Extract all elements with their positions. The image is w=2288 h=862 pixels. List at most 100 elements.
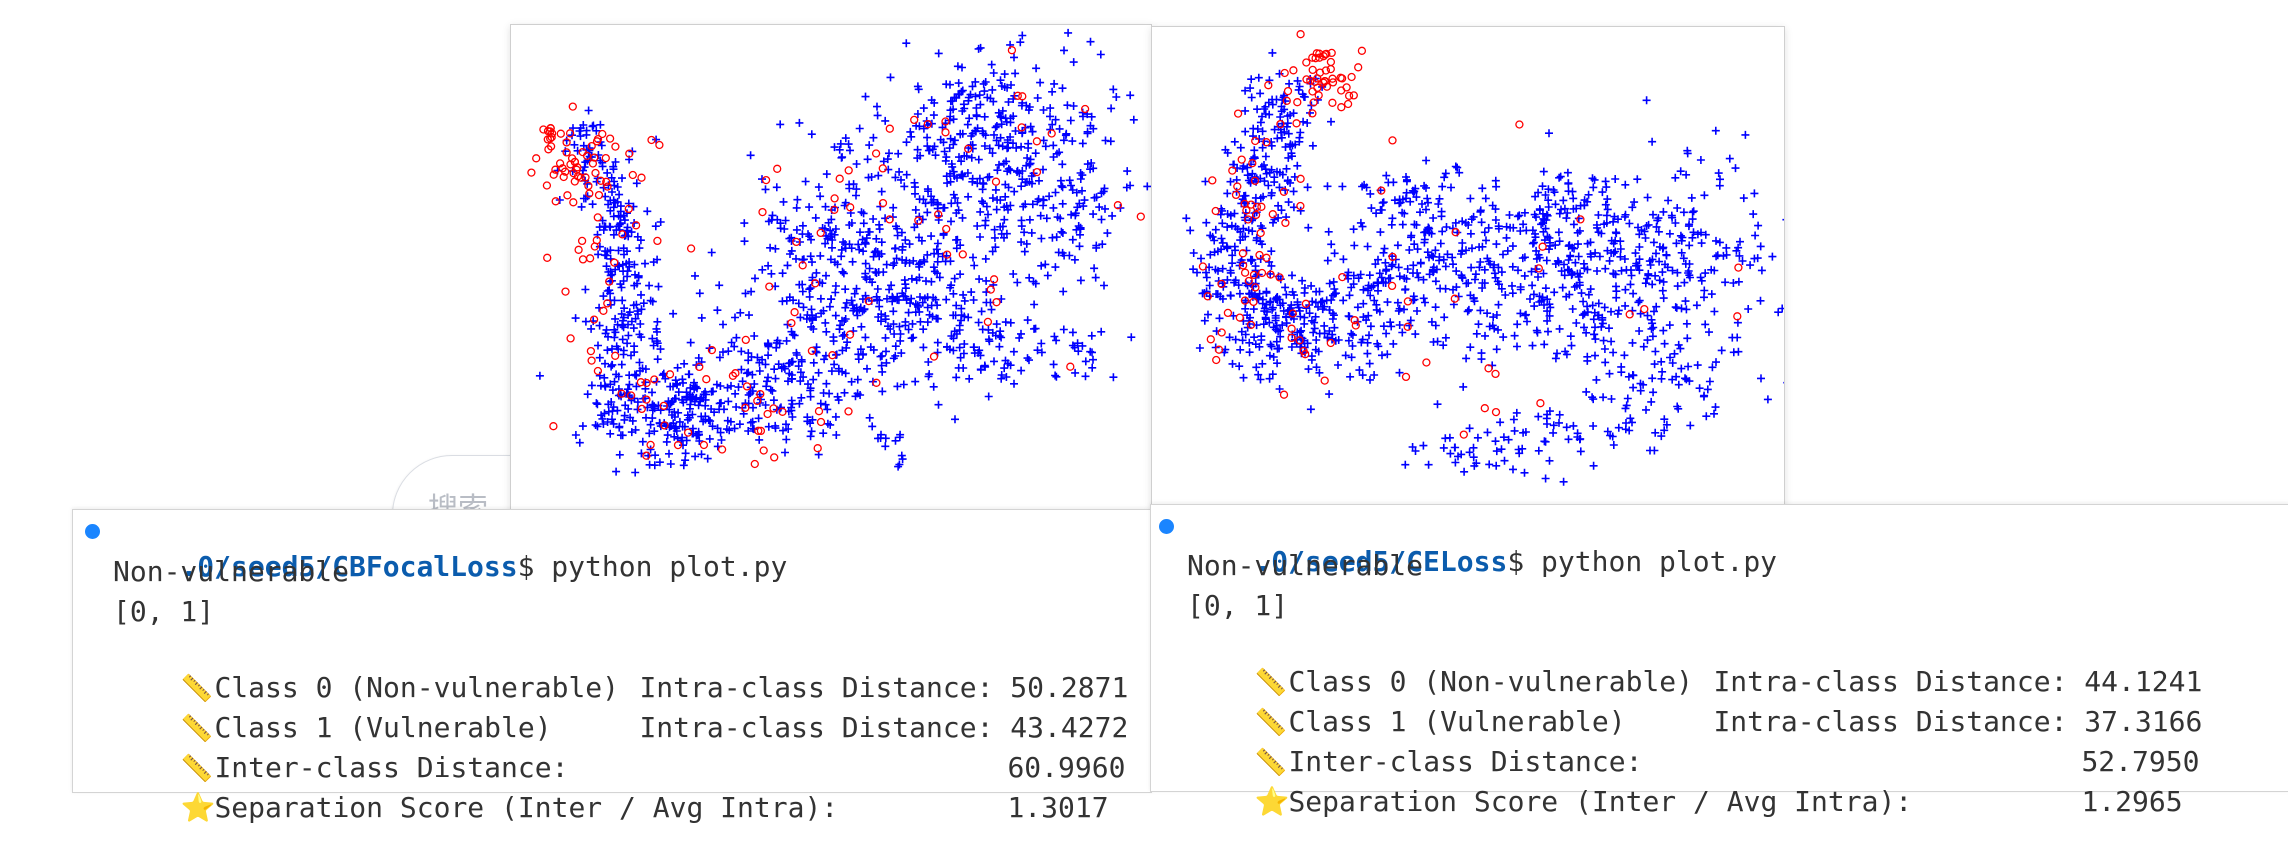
vulnerable-circle-marker — [628, 170, 637, 180]
vulnerable-circle-marker — [1328, 98, 1337, 107]
vulnerable-circle-marker — [1246, 200, 1256, 209]
vulnerable-circle-marker — [773, 164, 782, 173]
non-vulnerable-points — [535, 28, 1151, 477]
non-vulnerable-plus-markers — [535, 28, 1151, 477]
vulnerable-circle-marker — [637, 404, 646, 414]
scatter-plot-window-cbfocalloss — [510, 24, 1152, 516]
vulnerable-circle-marker — [572, 165, 581, 174]
vulnerable-circle-marker — [750, 459, 759, 469]
vulnerable-circle-marker — [1066, 362, 1075, 371]
inter-value: 52.7950 — [2081, 745, 2200, 778]
vulnerable-circle-marker — [1377, 186, 1386, 195]
vulnerable-circle-marker — [1228, 166, 1237, 175]
vulnerable-circle-marker — [1344, 91, 1354, 100]
vulnerable-circle-marker — [625, 149, 634, 158]
vulnerable-circle-marker — [1388, 252, 1397, 262]
vulnerable-circle-marker — [1387, 281, 1397, 291]
non-vulnerable-points — [1182, 48, 1784, 486]
vulnerable-circle-marker — [683, 428, 693, 437]
scatter-plot-window-celoss — [1151, 26, 1785, 508]
output-inter-row: 📏Inter-class Distance: 52.7950 — [1187, 708, 2199, 817]
vulnerable-circle-marker — [646, 440, 655, 450]
output-inter-row: 📏Inter-class Distance: 60.9960 — [113, 714, 1125, 823]
vulnerable-circle-marker — [587, 356, 596, 365]
vulnerable-circle-marker — [923, 120, 932, 129]
vulnerable-circle-marker — [1238, 261, 1248, 270]
vulnerable-circle-marker — [756, 389, 765, 399]
vulnerable-circle-marker — [570, 177, 579, 186]
vulnerable-circle-marker — [761, 175, 771, 185]
output-label-list: [0, 1] — [113, 595, 215, 628]
vulnerable-circle-marker — [778, 407, 787, 416]
vulnerable-circle-marker — [546, 134, 555, 143]
vulnerable-circle-marker — [532, 154, 541, 163]
vulnerable-circle-marker — [1276, 119, 1285, 129]
vulnerable-circle-marker — [878, 198, 888, 208]
vulnerable-circle-marker — [989, 275, 999, 284]
vulnerable-circle-marker — [790, 308, 799, 317]
vulnerable-circle-marker — [527, 168, 536, 177]
vulnerable-circle-marker — [555, 159, 565, 168]
vulnerable-circle-marker — [547, 129, 557, 138]
vulnerable-circle-marker — [659, 401, 668, 411]
vulnerable-circle-marker — [830, 194, 839, 203]
vulnerable-circle-marker — [1208, 176, 1217, 185]
vulnerable-circle-marker — [1240, 268, 1250, 277]
vulnerable-circle-marker — [1282, 96, 1291, 105]
vulnerable-circle-marker — [1320, 76, 1330, 86]
vulnerable-circle-marker — [741, 403, 750, 412]
vulnerable-circle-marker — [707, 345, 717, 355]
star-icon: ⭐ — [1254, 785, 1290, 818]
ruler-icon: 📏 — [1254, 748, 1287, 778]
vulnerable-circle-marker — [594, 190, 604, 200]
vulnerable-circle-marker — [1235, 313, 1244, 322]
vulnerable-circle-marker — [1013, 91, 1022, 100]
vulnerable-circle-marker — [1302, 75, 1311, 84]
separation-label: Separation Score (Inter / Avg Intra): — [214, 791, 839, 824]
vulnerable-circle-marker — [559, 172, 568, 182]
vulnerable-circle-marker — [1308, 65, 1317, 75]
separation-label: Separation Score (Inter / Avg Intra): — [1288, 785, 1913, 818]
vulnerable-circle-marker — [1257, 202, 1266, 211]
vulnerable-circle-marker — [731, 369, 740, 378]
vulnerable-circle-marker — [742, 382, 752, 391]
vulnerable-circle-marker — [991, 177, 1001, 186]
class0-metric: Intra-class Distance: 44.1241 — [1713, 665, 2203, 698]
vulnerable-circle-marker — [562, 148, 571, 157]
vulnerable-circle-marker — [942, 224, 951, 234]
vulnerable-circle-marker — [1576, 215, 1585, 224]
vulnerable-circle-marker — [1314, 91, 1323, 100]
output-label-list: [0, 1] — [1187, 589, 1289, 622]
vulnerable-circle-marker — [1401, 372, 1411, 382]
vulnerable-circle-marker — [864, 296, 873, 306]
vulnerable-circle-marker — [1287, 333, 1296, 343]
vulnerable-circle-marker — [914, 216, 923, 225]
vulnerable-circle-marker — [1321, 66, 1331, 75]
vulnerable-circle-marker — [1214, 345, 1224, 354]
class1-metric: Intra-class Distance: 37.3166 — [1713, 705, 2203, 738]
vulnerable-circle-marker — [1536, 399, 1545, 408]
vulnerable-circle-marker — [1279, 187, 1289, 196]
vulnerable-circle-marker — [1217, 279, 1226, 289]
vulnerable-circle-marker — [1480, 404, 1489, 413]
vulnerable-circle-marker — [1319, 52, 1328, 61]
vulnerable-circle-marker — [1625, 310, 1634, 319]
vulnerable-circle-marker — [566, 334, 575, 343]
vulnerable-circle-marker — [610, 258, 619, 267]
vulnerable-circle-marker — [589, 315, 599, 324]
vulnerable-circle-marker — [958, 250, 967, 259]
vulnerable-circle-marker — [1262, 253, 1271, 262]
vulnerable-circle-marker — [549, 170, 558, 179]
vulnerable-circle-marker — [542, 181, 552, 190]
vulnerable-circle-marker — [1403, 297, 1413, 306]
vulnerable-circle-marker — [1032, 167, 1042, 177]
vulnerable-circle-marker — [1250, 176, 1260, 185]
vulnerable-circle-marker — [587, 141, 596, 151]
output-separation-row: ⭐Separation Score (Inter / Avg Intra): 1.… — [1187, 748, 2182, 856]
class0-label: Class 0 (Non-vulnerable) — [214, 671, 620, 704]
vulnerable-circle-marker — [1198, 262, 1208, 271]
vulnerable-circle-marker — [830, 205, 839, 214]
output-class0-row: 📏Class 0 (Non-vulnerable) Intra-class Dis… — [1187, 628, 2202, 737]
separation-value: 1.3017 — [1007, 791, 1109, 824]
vulnerable-circle-marker — [590, 242, 599, 251]
